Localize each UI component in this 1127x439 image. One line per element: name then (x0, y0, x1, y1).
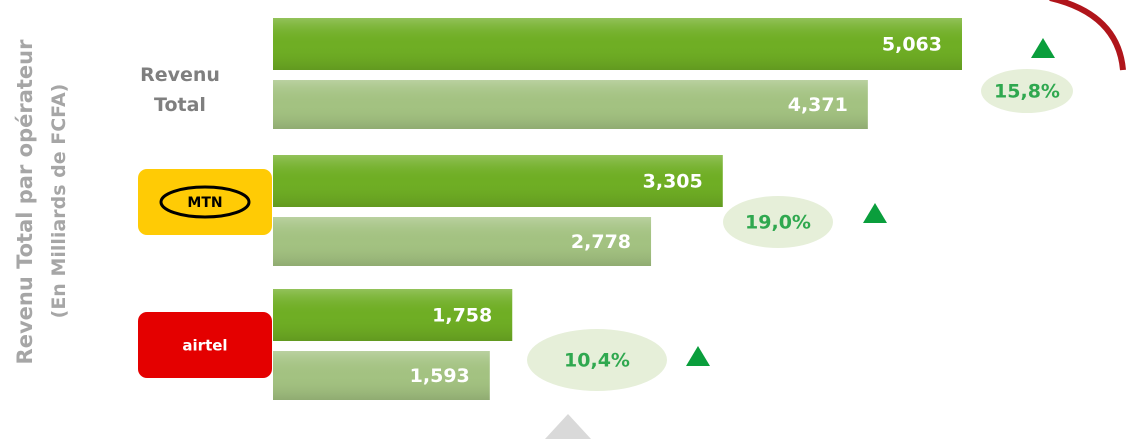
airtel-logo (138, 312, 272, 378)
bar-shade (273, 18, 962, 70)
growth-arrow (1031, 38, 1055, 58)
growth-label: 19,0% (745, 212, 811, 234)
bar-shade (273, 80, 868, 129)
bar-shade (273, 217, 652, 266)
category-label: Revenu Total (140, 64, 220, 116)
value-label: 1,758 (432, 305, 492, 327)
value-label: 3,305 (643, 171, 703, 193)
pointer (545, 414, 591, 439)
growth-badge (981, 69, 1073, 113)
value-label: 1,593 (410, 365, 470, 387)
y-axis-subtitle: (En Milliards de FCFA) (48, 83, 70, 319)
bar-shade (273, 351, 490, 400)
growth-badge (723, 196, 833, 248)
bar-shade (273, 155, 723, 207)
value-label: 2,778 (571, 231, 631, 253)
y-axis-title: Revenu Total par opérateur (13, 39, 37, 365)
airtel-text: airtel (182, 337, 227, 355)
growth-label: 10,4% (564, 350, 630, 372)
value-label: 5,063 (882, 34, 942, 56)
value-label: 4,371 (788, 94, 848, 116)
frame-arc (1049, 0, 1126, 71)
mtn-oval (159, 185, 251, 219)
bar-shade (273, 289, 513, 341)
growth-arrow (863, 203, 887, 223)
growth-badge (527, 329, 667, 391)
growth-arrow (686, 346, 710, 366)
growth-label: 15,8% (994, 81, 1060, 103)
mtn-text: MTN (187, 195, 222, 211)
